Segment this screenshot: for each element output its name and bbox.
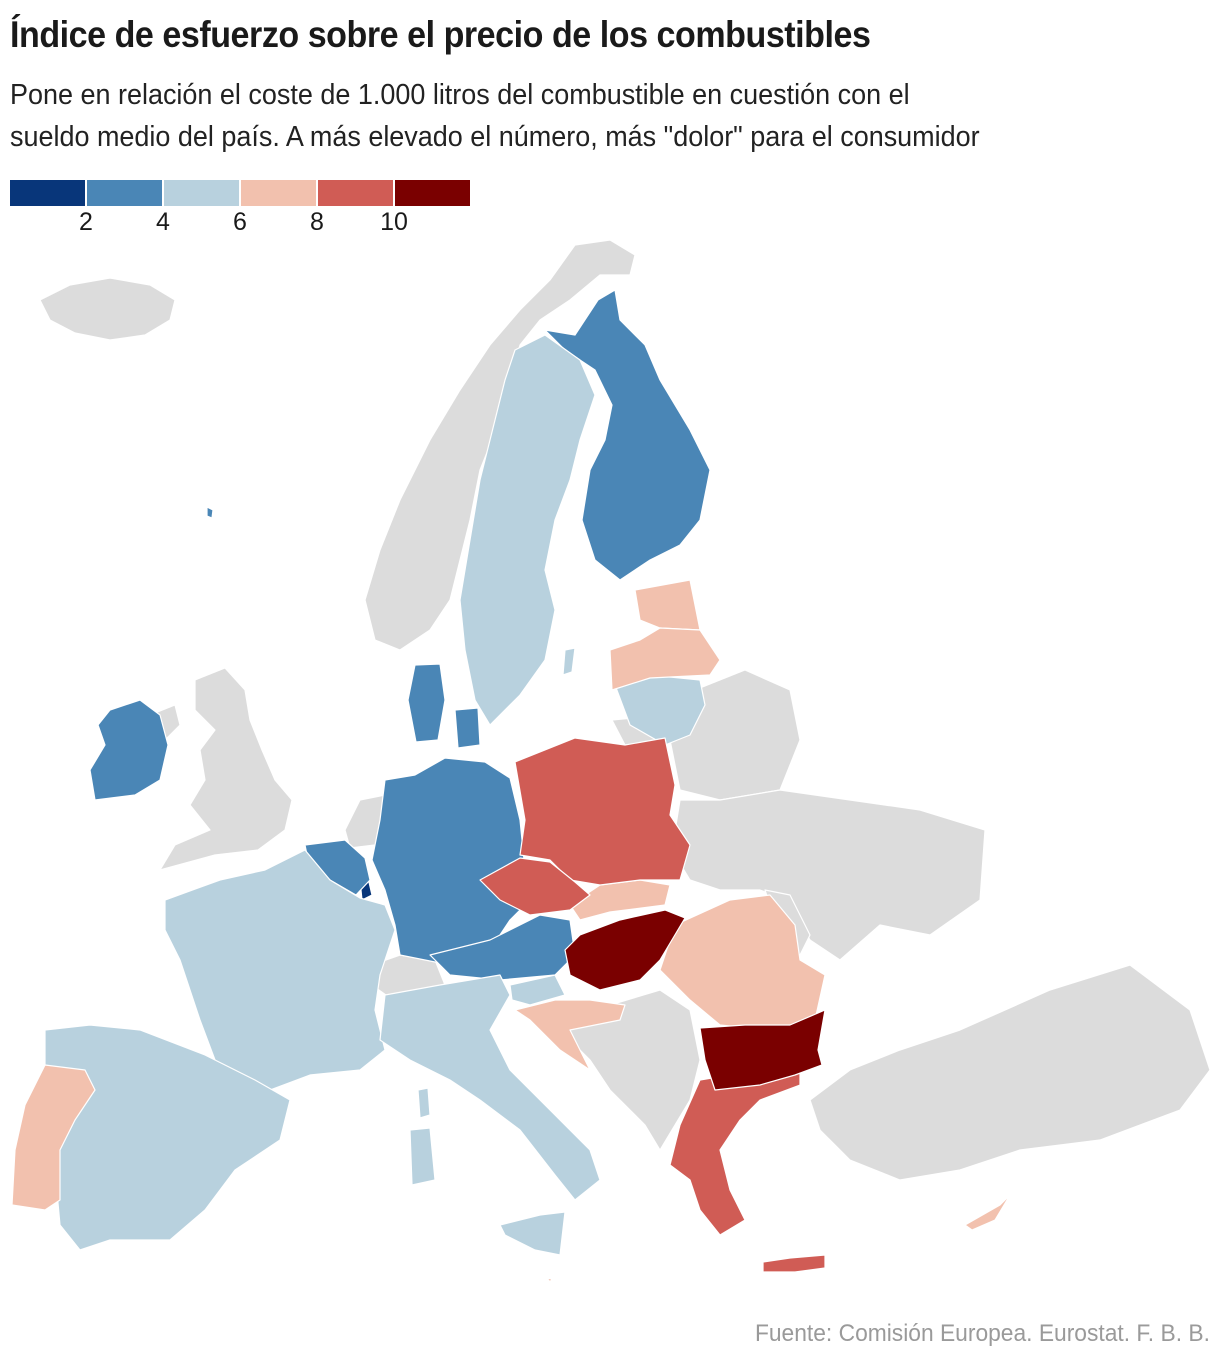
legend-swatch-gt10: [395, 180, 470, 206]
country-ireland: [89, 699, 169, 801]
legend-swatch-8-10: [318, 180, 393, 206]
country-ukraine: [671, 789, 986, 961]
faroe-islands: [206, 506, 214, 519]
subtitle-line-2: sueldo medio del país. A más elevado el …: [10, 121, 980, 153]
legend-ticks: 2 4 6 8 10: [10, 206, 470, 236]
country-finland: [544, 289, 711, 581]
country-bulgaria: [699, 1009, 826, 1091]
country-croatia: [514, 999, 626, 1071]
legend-bar: [10, 180, 470, 206]
country-latvia: [609, 627, 721, 691]
country-slovenia: [509, 974, 566, 1006]
legend-swatch-lt2: [10, 180, 85, 206]
country-portugal: [11, 1064, 96, 1211]
country-poland: [514, 737, 691, 886]
legend-swatch-2-4: [87, 180, 162, 206]
country-malta: [546, 1277, 553, 1283]
legend-tick: 2: [79, 208, 93, 236]
source-note: Fuente: Comisión Europea. Eurostat. F. B…: [755, 1320, 1210, 1347]
country-italy: [379, 974, 601, 1201]
country-germany: [371, 757, 531, 966]
legend-swatch-6-8: [241, 180, 316, 206]
subtitle-line-1: Pone en relación el coste de 1.000 litro…: [10, 79, 910, 111]
island-corsica: [417, 1087, 431, 1119]
country-hungary: [564, 909, 686, 991]
country-denmark: [407, 663, 481, 749]
country-cyprus: [964, 1194, 1011, 1231]
europe-choropleth-map: [11, 239, 1211, 1283]
country-iceland: [39, 277, 176, 341]
no-data-countries: [39, 239, 1211, 1181]
country-norway: [364, 239, 636, 651]
island-gotland: [562, 647, 576, 676]
country-balkans-west: [559, 989, 701, 1151]
legend-tick: 10: [380, 208, 408, 236]
color-legend: 2 4 6 8 10: [10, 180, 470, 236]
country-sweden: [459, 334, 596, 726]
chart-subtitle: Pone en relación el coste de 1.000 litro…: [10, 74, 980, 158]
island-sicily: [499, 1211, 566, 1256]
legend-swatch-4-6: [164, 180, 239, 206]
legend-tick: 4: [156, 208, 170, 236]
country-uk: [159, 667, 293, 871]
country-turkey: [809, 964, 1211, 1181]
legend-tick: 6: [233, 208, 247, 236]
country-france: [164, 849, 396, 1091]
island-sardinia: [409, 1127, 436, 1186]
chart-title: Índice de esfuerzo sobre el precio de lo…: [10, 14, 871, 55]
country-czech-republic: [479, 857, 591, 916]
island-crete: [762, 1254, 826, 1273]
legend-tick: 8: [310, 208, 324, 236]
country-estonia: [634, 579, 701, 631]
country-romania: [659, 894, 826, 1031]
